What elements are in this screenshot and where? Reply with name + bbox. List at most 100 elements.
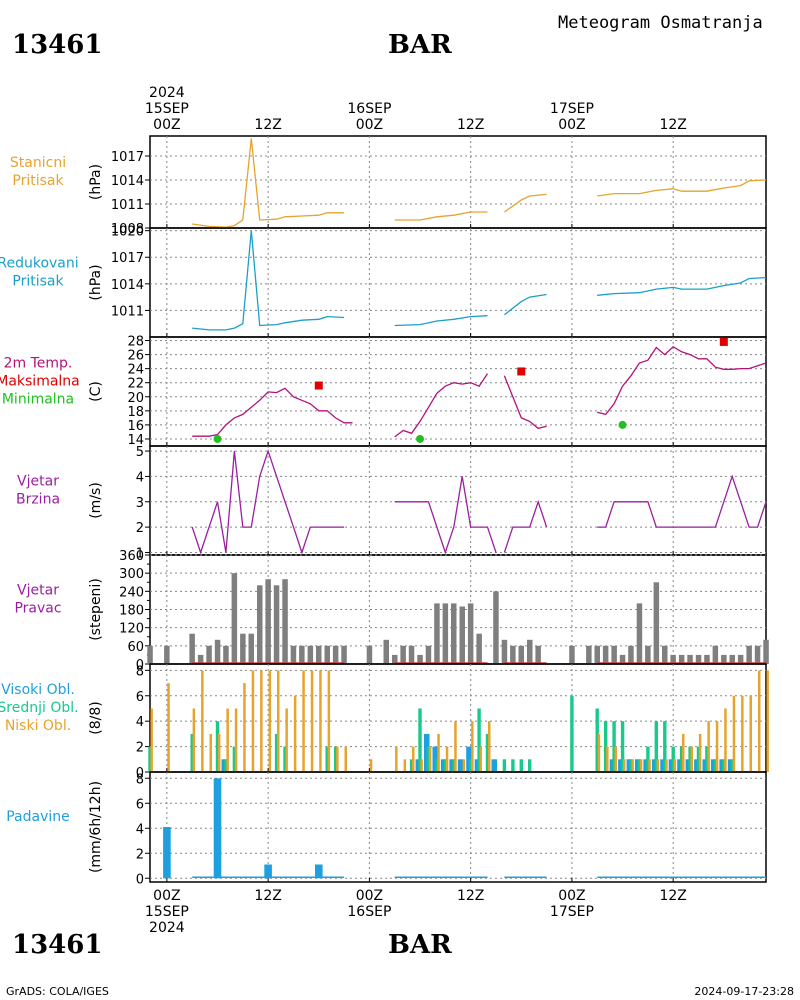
bar-mark (704, 654, 710, 664)
top-time-label: 12Z (254, 117, 281, 133)
y-tick-label: 60 (127, 640, 144, 655)
panel-wind_direction (145, 554, 769, 665)
bar-mark (440, 759, 447, 772)
y-tick-label: 6 (136, 797, 144, 812)
bar-mark (462, 759, 466, 772)
top-time-label: 16SEP (347, 101, 391, 117)
bar-mark (476, 633, 482, 664)
bar-mark (665, 759, 668, 772)
bar-mark (434, 603, 440, 664)
bar-mark (620, 721, 625, 772)
y-tick-label: 0 (136, 766, 144, 781)
series-line (597, 179, 767, 197)
bar-mark (643, 759, 649, 772)
tmin-marker (618, 420, 627, 429)
bar-mark (527, 639, 533, 664)
bar-mark (285, 708, 288, 772)
panel-label: Niski Obl. (5, 718, 71, 734)
bar-mark (710, 759, 717, 772)
top-time-label: 00Z (356, 117, 383, 133)
bar-mark (715, 721, 719, 772)
header-station-id: 13461 (12, 30, 103, 60)
bar-mark (471, 721, 474, 772)
bar-mark (629, 759, 633, 772)
header-station-name: BAR (388, 30, 452, 60)
y-tick-label: 1 (136, 546, 144, 561)
bar-mark (283, 746, 287, 772)
bar-mark (469, 759, 473, 772)
bar-mark (302, 670, 305, 772)
bar-mark (277, 670, 280, 772)
y-tick-label: 22 (127, 377, 144, 392)
bar-mark (737, 654, 744, 664)
y-tick-label: 1008 (111, 222, 144, 237)
bar-mark (606, 746, 609, 772)
bar-mark (685, 759, 692, 772)
panel-label: Brzina (16, 492, 60, 508)
bar-mark (299, 645, 305, 664)
series-line (597, 345, 767, 416)
bar-mark (668, 759, 675, 772)
bar-mark (491, 759, 497, 772)
bar-mark (519, 759, 523, 772)
bar-mark (282, 579, 288, 664)
bar-mark (485, 733, 490, 772)
bar-mark (452, 759, 456, 772)
panel-label: Redukovani (0, 256, 79, 272)
bar-mark (732, 695, 736, 772)
panel-label: Vjetar (17, 474, 59, 490)
bar-mark (678, 654, 685, 664)
bar-mark (293, 695, 297, 772)
bar-mark (163, 827, 171, 879)
bar-mark (639, 759, 643, 772)
bar-mark (707, 721, 710, 772)
bottom-time-label: 12Z (659, 888, 686, 904)
bar-mark (327, 670, 331, 772)
bar-mark (383, 639, 389, 664)
y-tick-label: 8 (136, 772, 144, 787)
bar-mark (749, 695, 752, 772)
bar-mark (741, 695, 744, 772)
bottom-time-label: 15SEP (145, 904, 189, 920)
top-time-label: 12Z (659, 117, 686, 133)
panel-label: Srednji Obl. (0, 700, 79, 716)
y-tick-label: 360 (119, 549, 144, 564)
bar-mark (679, 746, 684, 772)
bar-mark (231, 573, 238, 664)
bar-mark (164, 645, 170, 664)
bar-mark (273, 585, 280, 664)
series-line (597, 474, 767, 528)
bar-mark (467, 603, 474, 664)
bar-mark (445, 746, 449, 772)
series-line (192, 138, 345, 228)
bar-mark (696, 746, 701, 772)
bar-mark (570, 695, 574, 772)
series-line (394, 476, 497, 555)
top-time-label: 15SEP (145, 101, 189, 117)
footer-station-id: 13461 (12, 930, 103, 960)
bottom-time-label: 16SEP (347, 904, 391, 920)
product-title: Meteogram Osmatranja (558, 13, 763, 33)
series-line (192, 387, 353, 437)
bar-mark (215, 721, 220, 772)
bar-mark (201, 670, 204, 772)
bar-mark (425, 645, 432, 664)
bar-mark (654, 721, 658, 772)
bar-mark (336, 746, 339, 772)
bar-mark (420, 759, 423, 772)
bar-mark (197, 654, 204, 664)
tmax-marker (517, 367, 526, 376)
y-tick-label: 1017 (111, 251, 144, 266)
bar-mark (325, 746, 329, 772)
bar-mark (147, 645, 153, 664)
bar-mark (727, 759, 734, 772)
bar-mark (673, 759, 677, 772)
bar-mark (428, 746, 432, 772)
bar-mark (417, 654, 423, 664)
y-tick-label: 6 (136, 690, 144, 705)
series-line (504, 193, 547, 213)
y-tick-label: 2 (136, 847, 144, 862)
y-tick-label: 5 (136, 445, 144, 460)
bar-mark (569, 645, 575, 664)
bar-mark (260, 670, 263, 772)
